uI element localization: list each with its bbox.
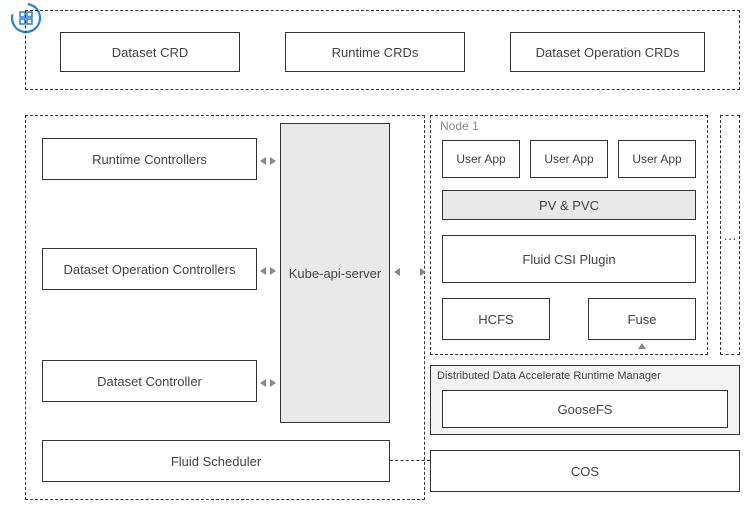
crd-box-2: Dataset Operation CRDs: [510, 32, 705, 72]
arrow-left: [260, 379, 266, 387]
controller-box-0: Runtime Controllers: [42, 138, 257, 180]
arrow-right: [270, 267, 276, 275]
more-nodes: …: [720, 115, 740, 355]
crd-box-0: Dataset CRD: [60, 32, 240, 72]
arrow-right: [420, 268, 426, 276]
controller-box-2: Dataset Controller: [42, 360, 257, 402]
arrow-right: [270, 157, 276, 165]
arrow-left: [394, 268, 400, 276]
hcfs: HCFS: [442, 298, 550, 340]
fuse: Fuse: [588, 298, 696, 340]
arrow-up: [638, 343, 646, 349]
cos: COS: [430, 450, 740, 492]
controller-box-1: Dataset Operation Controllers: [42, 248, 257, 290]
fluid-csi-plugin: Fluid CSI Plugin: [442, 235, 696, 283]
goosefs: GooseFS: [442, 390, 728, 428]
connector-line: [390, 460, 430, 463]
user-app-2: User App: [618, 140, 696, 178]
arrow-left: [260, 157, 266, 165]
user-app-0: User App: [442, 140, 520, 178]
crd-box-1: Runtime CRDs: [285, 32, 465, 72]
kube-api-server: Kube-api-server: [280, 123, 390, 423]
pv-pvc: PV & PVC: [442, 190, 696, 220]
fluid-scheduler: Fluid Scheduler: [42, 440, 390, 482]
node1-label: Node 1: [440, 119, 479, 133]
arrow-left: [260, 267, 266, 275]
user-app-1: User App: [530, 140, 608, 178]
arrow-right: [270, 379, 276, 387]
